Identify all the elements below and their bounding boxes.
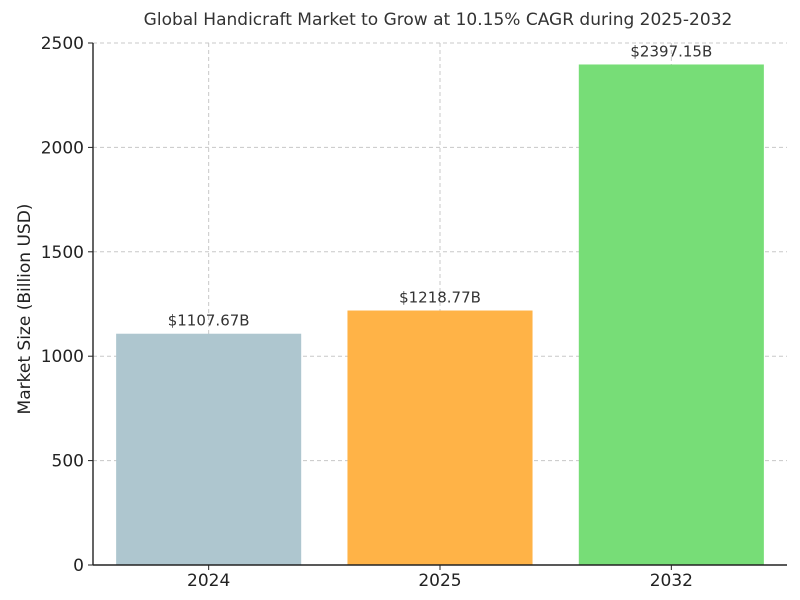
bar-value-label: $2397.15B: [630, 42, 712, 60]
label-layer: 0 500 1000 1500 2000 2500 $1107.67B $1218.77B $2…: [41, 34, 713, 591]
bar-2025: [347, 310, 533, 565]
bar-2032: [578, 64, 764, 565]
x-tick-label: 2024: [187, 571, 230, 591]
y-tick-label: 0: [73, 556, 84, 576]
y-tick-label: 1000: [41, 347, 84, 367]
y-tick-label: 2000: [41, 138, 84, 158]
bar-value-label: $1218.77B: [399, 289, 481, 307]
chart-title: Global Handicraft Market to Grow at 10.1…: [144, 10, 733, 30]
bar-layer: [116, 64, 764, 565]
axis-layer: [88, 42, 787, 570]
bar-2024: [116, 333, 302, 565]
bar-value-label: $1107.67B: [168, 312, 250, 330]
y-tick-label: 500: [52, 452, 84, 472]
y-axis-label: Market Size (Billion USD): [15, 204, 35, 415]
y-tick-label: 2500: [41, 34, 84, 54]
x-tick-label: 2032: [650, 571, 693, 591]
x-tick-label: 2025: [418, 571, 461, 591]
y-tick-label: 1500: [41, 243, 84, 263]
